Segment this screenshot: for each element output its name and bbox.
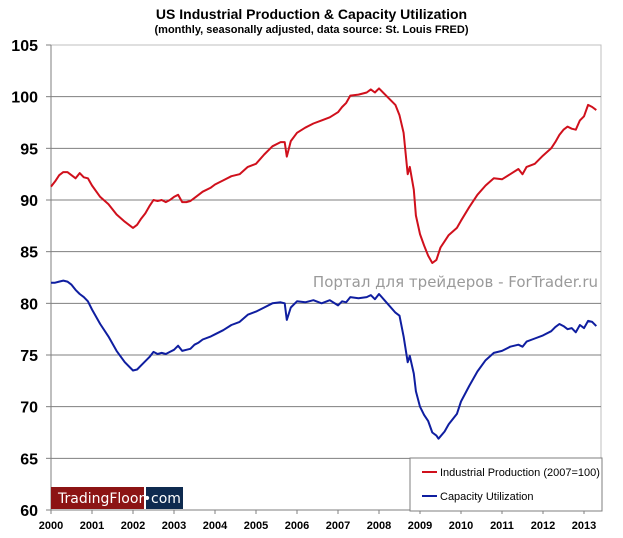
y-axis-ticks: 105 100 95 90 85 80 75 70 65 60 xyxy=(11,38,38,520)
logo-text-com: com xyxy=(151,491,181,507)
logo-navy-block xyxy=(146,487,183,509)
logo-text-tradingfloor: TradingFloor xyxy=(57,491,144,507)
y-tick-label: 80 xyxy=(20,296,38,313)
chart-subtitle: (monthly, seasonally adjusted, data sour… xyxy=(154,24,469,36)
y-tick-label: 90 xyxy=(20,193,38,210)
series-line-industrial-production xyxy=(50,87,597,264)
watermark-text: Портал для трейдеров - ForTrader.ru xyxy=(313,273,598,291)
y-tick-label: 70 xyxy=(20,400,38,417)
y-tick-label: 105 xyxy=(11,38,38,55)
y-tick-label: 65 xyxy=(20,451,38,468)
x-tick-label: 2013 xyxy=(572,520,596,532)
x-tick-label: 2011 xyxy=(490,520,514,532)
x-tick-label: 2012 xyxy=(531,520,555,532)
x-tick-label: 2006 xyxy=(285,520,309,532)
y-tick-label: 95 xyxy=(20,141,38,158)
x-tick-label: 2010 xyxy=(449,520,473,532)
x-tick-label: 2008 xyxy=(367,520,391,532)
x-tick-label: 2007 xyxy=(326,520,350,532)
x-tick-label: 2005 xyxy=(244,520,268,532)
chart-title: US Industrial Production & Capacity Util… xyxy=(155,6,468,22)
x-tick-label: 2003 xyxy=(162,520,186,532)
series-line-capacity-utilization xyxy=(51,279,598,440)
x-axis-ticks: 2000 2001 2002 2003 2004 2005 2006 2007 2008 2009… xyxy=(39,520,596,532)
legend-label-industrial-production: Industrial Production (2007=100) xyxy=(440,467,600,479)
y-tick-label: 60 xyxy=(20,503,38,520)
legend: Industrial Production (2007=100) Capacit… xyxy=(409,457,603,512)
x-tick-label: 2009 xyxy=(408,520,432,532)
legend-label-capacity-utilization: Capacity Utilization xyxy=(440,491,534,503)
x-tick-label: 2004 xyxy=(203,520,228,532)
logo-red-block xyxy=(51,487,144,509)
tradingfloor-logo: TradingFloor • com xyxy=(51,487,183,509)
y-tick-label: 75 xyxy=(20,348,38,365)
series-group xyxy=(50,87,598,440)
x-tick-label: 2001 xyxy=(80,520,104,532)
legend-box xyxy=(409,457,603,512)
x-tick-label: 2000 xyxy=(39,520,63,532)
y-tick-label: 100 xyxy=(11,90,38,107)
logo-dot: • xyxy=(143,491,151,507)
y-tick-label: 85 xyxy=(20,245,38,262)
x-tick-label: 2002 xyxy=(121,520,145,532)
